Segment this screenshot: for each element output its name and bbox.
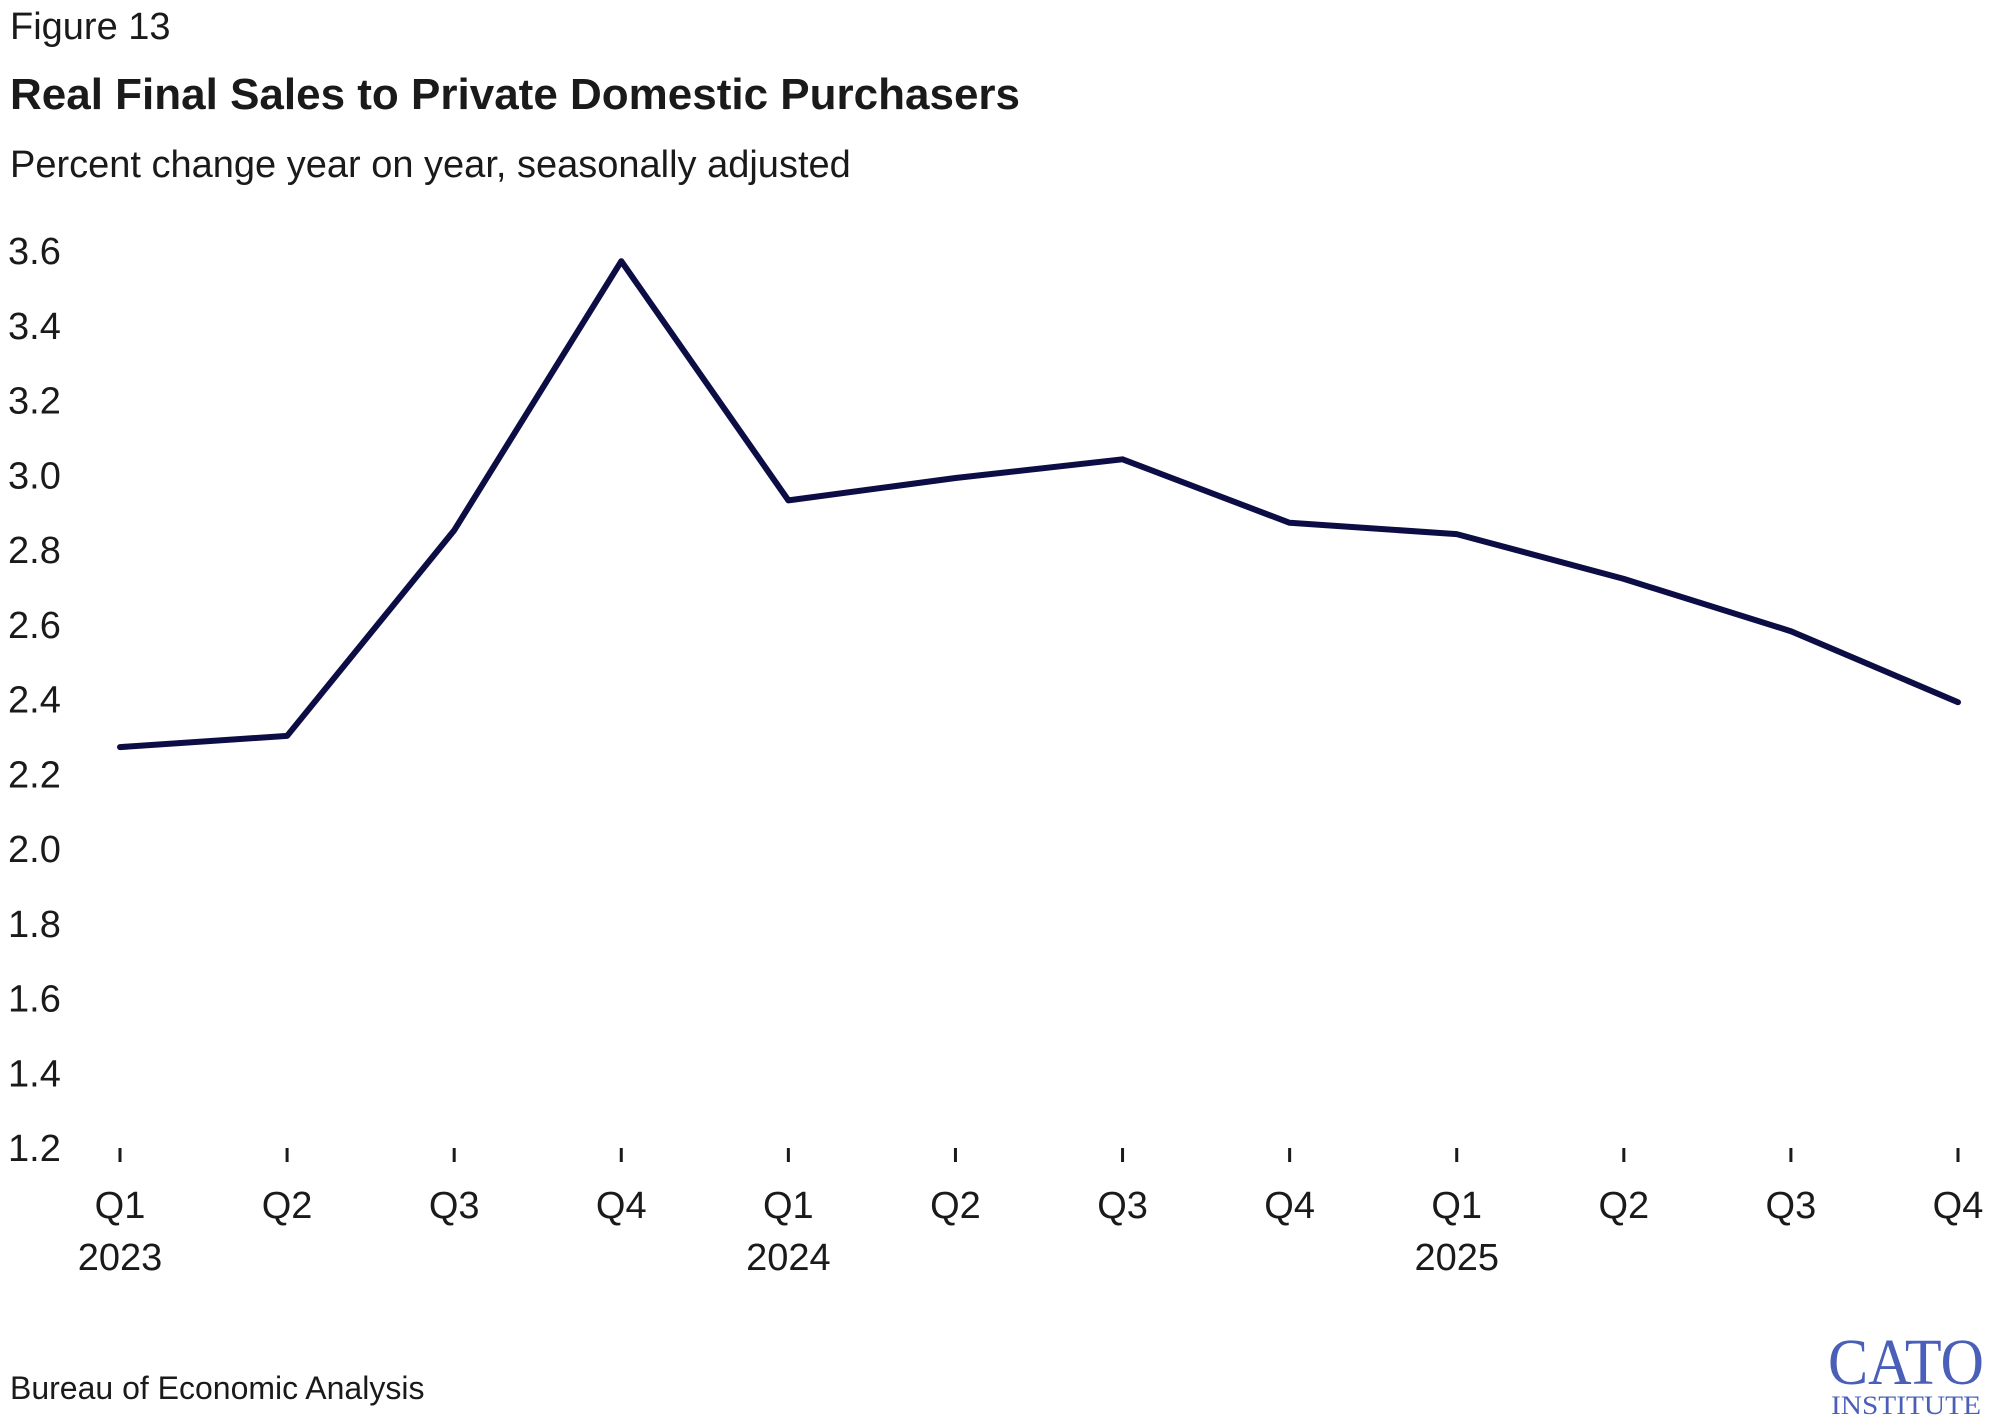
x-tick-label: Q1 (1431, 1185, 1482, 1227)
x-tick-label: Q2 (930, 1185, 981, 1227)
y-tick-label: 3.0 (8, 455, 61, 497)
x-tick-label: Q1 (95, 1185, 146, 1227)
y-tick-label: 3.2 (8, 381, 61, 423)
x-tick-label: Q2 (1598, 1185, 1649, 1227)
x-tick-label: Q2 (262, 1185, 313, 1227)
y-tick-label: 2.0 (8, 829, 61, 871)
x-year-label: 2023 (78, 1237, 163, 1279)
x-tick-label: Q3 (1097, 1185, 1148, 1227)
y-tick-label: 1.2 (8, 1128, 61, 1170)
x-tick-label: Q1 (763, 1185, 814, 1227)
figure-label: Figure 13 (10, 6, 171, 48)
y-tick-label: 1.8 (8, 904, 61, 946)
chart-subtitle: Percent change year on year, seasonally … (10, 144, 851, 186)
logo-sub-text: INSTITUTE (1831, 1391, 1981, 1420)
x-tick-label: Q3 (1766, 1185, 1817, 1227)
x-tick-label: Q4 (1264, 1185, 1315, 1227)
y-tick-label: 3.6 (8, 231, 61, 273)
x-year-label: 2024 (746, 1237, 831, 1279)
y-tick-label: 1.6 (8, 979, 61, 1021)
cato-institute-logo: CATO INSTITUTE (1828, 1326, 1984, 1420)
logo-main-text: CATO (1828, 1326, 1984, 1399)
y-tick-label: 2.4 (8, 680, 61, 722)
series-line (117, 258, 1961, 751)
series-layer (117, 258, 1961, 751)
x-axis: Q1 Q2 Q3 Q4 Q1 Q2 Q3 Q4 Q1 Q2 Q3 Q4 2023 2024 2025 (78, 1148, 1984, 1279)
x-tick-label: Q4 (596, 1185, 647, 1227)
chart-title: Real Final Sales to Private Domestic Pur… (10, 70, 1021, 119)
y-tick-label: 3.4 (8, 306, 61, 348)
x-tick-label: Q3 (429, 1185, 480, 1227)
y-axis-tick-labels: 1.2 1.4 1.6 1.8 2.0 2.2 2.4 2.6 2.8 3.0 3.2 3.4 3.6 (8, 231, 61, 1170)
y-tick-label: 2.6 (8, 605, 61, 647)
y-tick-label: 2.8 (8, 530, 61, 572)
x-tick-label: Q4 (1933, 1185, 1984, 1227)
y-tick-label: 1.4 (8, 1053, 61, 1095)
x-year-label: 2025 (1414, 1237, 1499, 1279)
source-note: Bureau of Economic Analysis (10, 1370, 425, 1406)
y-tick-label: 2.2 (8, 754, 61, 796)
